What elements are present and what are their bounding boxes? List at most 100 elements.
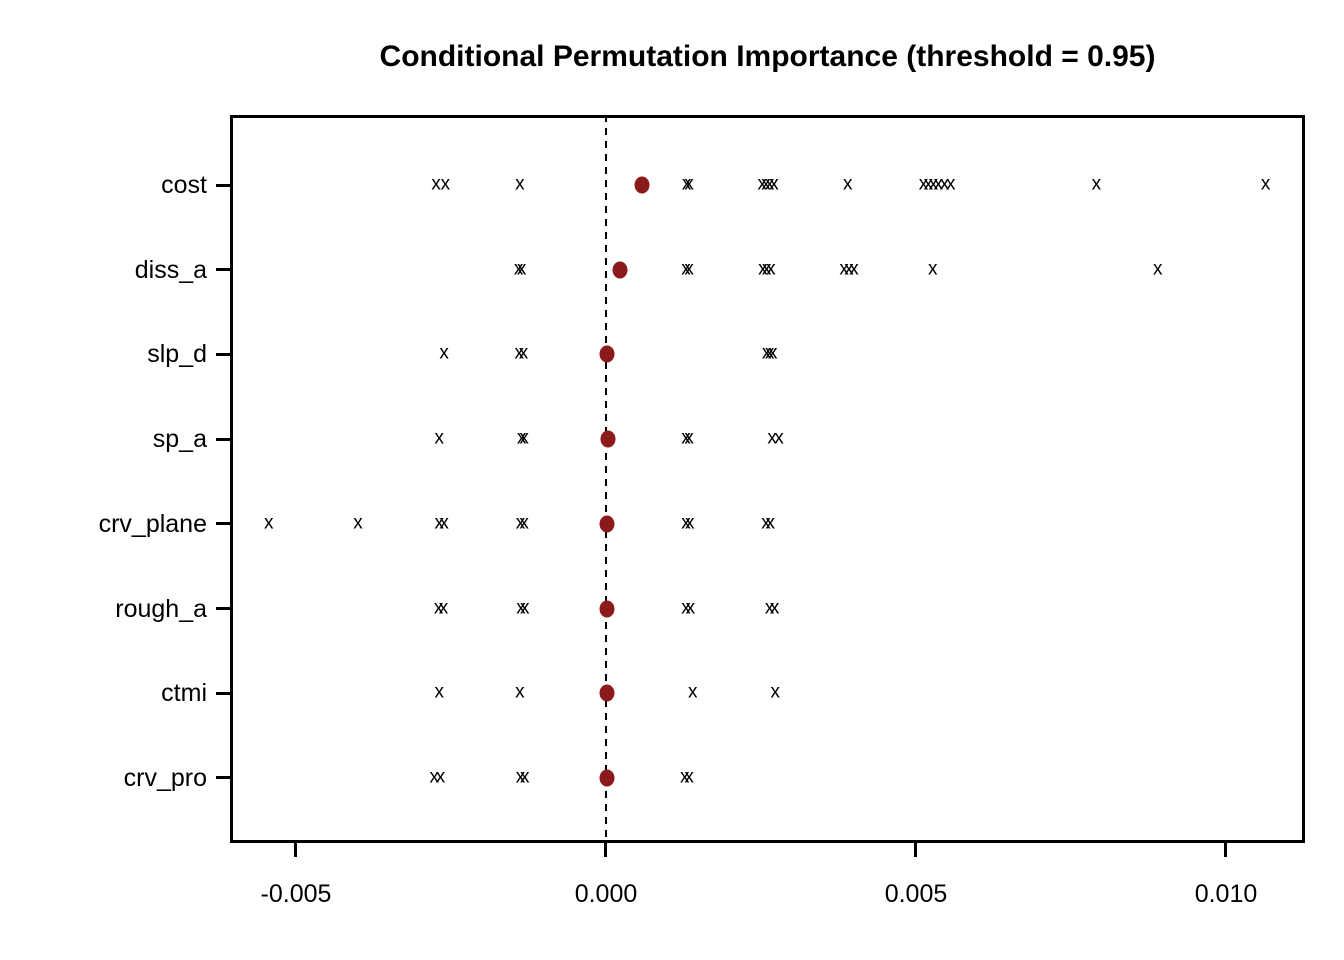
data-point-x-marker: x <box>758 258 768 280</box>
data-point-x-marker: x <box>764 596 775 618</box>
data-point-x-marker: x <box>353 512 363 534</box>
y-axis-label-crv_plane: crv_plane <box>98 509 207 538</box>
data-point-x-marker: x <box>439 342 449 364</box>
x-axis-tick-label: 0.010 <box>1194 880 1258 908</box>
y-axis-tick <box>216 352 230 356</box>
data-point-x-marker: x <box>515 766 526 788</box>
data-point-x-marker: x <box>768 342 778 364</box>
plot-box <box>230 115 1305 843</box>
data-point-x-marker: x <box>514 342 524 364</box>
data-point-x-marker: x <box>431 173 441 195</box>
data-point-x-marker: x <box>843 173 853 195</box>
data-point-x-marker: x <box>435 766 446 788</box>
data-point-x-marker: x <box>429 766 440 788</box>
data-point-x-marker: x <box>761 173 771 195</box>
y-axis-tick <box>216 183 230 187</box>
x-axis-tick <box>604 843 608 857</box>
data-point-x-marker: x <box>839 258 849 280</box>
data-point-x-marker: x <box>679 766 690 788</box>
data-point-x-marker: x <box>520 596 530 618</box>
x-axis-tick-label: 0.000 <box>574 880 638 908</box>
data-point-x-marker: x <box>513 258 524 280</box>
data-point-x-marker: x <box>767 427 777 449</box>
data-point-x-marker: x <box>1260 173 1271 195</box>
y-axis-label-rough_a: rough_a <box>115 594 207 623</box>
data-point-x-marker: x <box>681 173 692 195</box>
mean-importance-dot <box>599 769 615 787</box>
x-axis-tick-label: -0.005 <box>260 880 332 908</box>
data-point-x-marker: x <box>923 173 934 195</box>
data-point-x-marker: x <box>688 681 698 703</box>
data-point-x-marker: x <box>774 427 784 449</box>
mean-importance-dot <box>612 261 628 279</box>
mean-importance-dot <box>600 430 616 448</box>
y-axis-tick <box>216 522 230 526</box>
data-point-x-marker: x <box>438 596 449 618</box>
data-point-x-marker: x <box>518 342 529 364</box>
data-point-x-marker: x <box>434 512 444 534</box>
data-point-x-marker: x <box>434 427 444 449</box>
data-point-x-marker: x <box>516 427 527 449</box>
data-point-x-marker: x <box>849 258 859 280</box>
data-point-x-marker: x <box>764 173 775 195</box>
chart-title: Conditional Permutation Importance (thre… <box>379 40 1156 73</box>
data-point-x-marker: x <box>515 173 525 195</box>
data-point-x-marker: x <box>933 173 944 195</box>
data-point-x-marker: x <box>516 596 526 618</box>
y-axis-label-crv_pro: crv_pro <box>123 763 207 792</box>
y-axis-label-ctmi: ctmi <box>161 679 207 708</box>
data-point-x-marker: x <box>684 258 694 280</box>
data-point-x-marker: x <box>761 342 772 364</box>
data-point-x-marker: x <box>769 173 779 195</box>
y-axis-tick <box>216 691 230 695</box>
zero-reference-line <box>604 115 607 843</box>
data-point-x-marker: x <box>761 258 772 280</box>
y-axis-tick <box>216 607 230 610</box>
data-point-x-marker: x <box>684 512 695 534</box>
y-axis-label-diss_a: diss_a <box>134 255 207 284</box>
data-point-x-marker: x <box>684 173 694 195</box>
data-point-x-marker: x <box>766 258 776 280</box>
x-axis-tick-label: 0.005 <box>884 880 948 908</box>
y-axis-tick <box>216 437 230 441</box>
data-point-x-marker: x <box>681 427 691 449</box>
data-point-x-marker: x <box>439 512 449 534</box>
data-point-x-marker: x <box>927 258 938 280</box>
data-point-x-marker: x <box>761 512 771 534</box>
data-point-x-marker: x <box>1153 258 1163 280</box>
data-point-x-marker: x <box>844 258 854 280</box>
data-point-x-marker: x <box>515 512 526 534</box>
data-point-x-marker: x <box>685 596 696 618</box>
data-point-x-marker: x <box>516 258 527 280</box>
x-axis-tick <box>1224 843 1228 857</box>
data-point-x-marker: x <box>765 512 776 534</box>
data-point-x-marker: x <box>769 596 780 618</box>
mean-importance-dot <box>599 684 615 702</box>
data-point-x-marker: x <box>928 173 939 195</box>
mean-importance-dot <box>634 176 650 194</box>
mean-importance-dot <box>599 345 615 363</box>
data-point-x-marker: x <box>770 681 781 703</box>
data-point-x-marker: x <box>433 596 444 618</box>
data-point-x-marker: x <box>434 681 444 703</box>
mean-importance-dot <box>599 600 615 617</box>
data-point-x-marker: x <box>684 427 694 449</box>
data-point-x-marker: x <box>918 173 929 195</box>
data-point-x-marker: x <box>681 596 691 618</box>
data-point-x-marker: x <box>681 258 691 280</box>
data-point-x-marker: x <box>684 766 694 788</box>
y-axis-tick <box>216 776 230 780</box>
mean-importance-dot <box>599 515 615 533</box>
x-axis-tick <box>294 843 298 857</box>
data-point-x-marker: x <box>263 512 274 534</box>
data-point-x-marker: x <box>519 427 529 449</box>
data-point-x-marker: x <box>939 173 950 195</box>
data-point-x-marker: x <box>440 173 451 195</box>
data-point-x-marker: x <box>764 342 775 364</box>
data-point-x-marker: x <box>520 766 530 788</box>
y-axis-label-sp_a: sp_a <box>152 425 207 454</box>
y-axis-label-cost: cost <box>161 171 207 199</box>
y-axis-tick <box>216 268 230 272</box>
